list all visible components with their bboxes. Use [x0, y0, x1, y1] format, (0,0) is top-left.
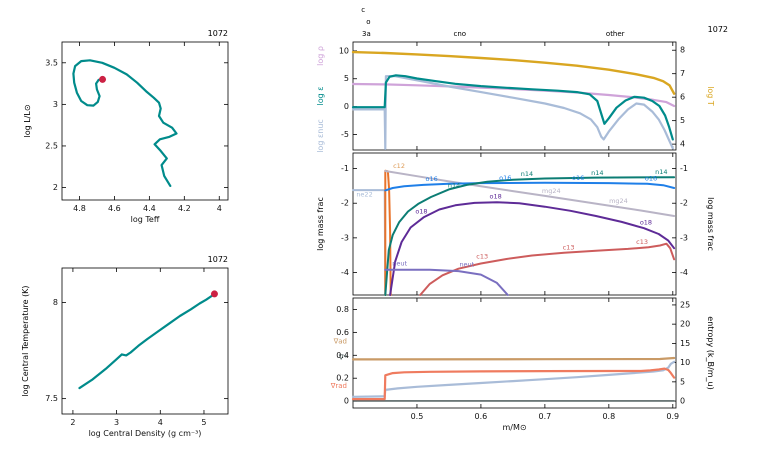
svg-text:5: 5 — [201, 418, 206, 427]
svg-text:25: 25 — [680, 300, 690, 309]
svg-text:0.8: 0.8 — [336, 305, 349, 314]
svg-text:log εnuc: log εnuc — [316, 119, 325, 153]
svg-text:0.4: 0.4 — [336, 351, 349, 360]
svg-text:0: 0 — [344, 397, 349, 406]
svg-text:log ρ: log ρ — [316, 46, 325, 66]
svg-text:20: 20 — [680, 320, 690, 329]
svg-text:4.8: 4.8 — [73, 204, 86, 213]
hr-diagram-chart: 4.8 4.6 4.4 4.2 4 2 2.5 3 3.5 log L/L⊙ log Teff — [23, 41, 229, 224]
svg-text:10: 10 — [339, 46, 349, 55]
power-profile-chart: 10 5 0 -5 8 7 6 5 4 3a cno other co log ρ log ε log εnu… — [316, 6, 715, 153]
svg-text:cno: cno — [454, 30, 467, 38]
svg-text:other: other — [606, 30, 625, 38]
profile-model-number: 1072 — [707, 25, 728, 34]
svg-text:0.5: 0.5 — [411, 412, 424, 421]
svg-text:log mass frac: log mass frac — [316, 197, 325, 251]
svg-text:2: 2 — [70, 418, 75, 427]
gradient-profile-chart: 0.5 0.6 0.7 0.8 0.900.20.40.60.82520151050∇a… — [330, 297, 715, 432]
svg-text:n14: n14 — [521, 170, 533, 178]
svg-text:0: 0 — [680, 397, 685, 406]
svg-text:6: 6 — [680, 93, 685, 102]
svg-text:neut: neut — [392, 260, 407, 268]
svg-text:c13: c13 — [476, 253, 488, 261]
svg-text:-3: -3 — [680, 233, 688, 242]
svg-text:-3: -3 — [341, 233, 349, 242]
svg-text:c12: c12 — [393, 162, 405, 170]
svg-text:-4: -4 — [341, 268, 349, 277]
svg-text:3: 3 — [53, 100, 58, 109]
svg-text:log Teff: log Teff — [131, 215, 160, 224]
svg-text:0.2: 0.2 — [336, 374, 349, 383]
svg-text:5: 5 — [344, 74, 349, 83]
svg-text:-2: -2 — [680, 199, 688, 208]
svg-text:4: 4 — [158, 418, 163, 427]
svg-text:n14: n14 — [655, 168, 667, 176]
svg-text:entropy (k_B/m_u): entropy (k_B/m_u) — [706, 316, 715, 389]
svg-text:0.7: 0.7 — [539, 412, 552, 421]
svg-text:m/M⊙: m/M⊙ — [502, 423, 526, 432]
svg-text:4.2: 4.2 — [178, 204, 191, 213]
svg-text:3: 3 — [114, 418, 119, 427]
svg-text:∇*: ∇* — [338, 354, 348, 362]
svg-text:5: 5 — [680, 377, 685, 386]
svg-text:log Central Temperature (K): log Central Temperature (K) — [21, 285, 30, 396]
svg-text:-5: -5 — [341, 130, 349, 139]
hr-model-number: 1072 — [207, 29, 228, 38]
svg-text:log L/L⊙: log L/L⊙ — [23, 104, 32, 137]
central-trho-chart: 2 3 4 5 7.5 8 log Central Temperature (K) log C… — [21, 267, 229, 438]
svg-text:0.6: 0.6 — [336, 328, 349, 337]
svg-text:c: c — [361, 6, 365, 14]
svg-text:0.9: 0.9 — [666, 412, 679, 421]
svg-text:3.5: 3.5 — [45, 58, 58, 67]
svg-text:o16: o16 — [426, 175, 438, 183]
trho-model-number: 1072 — [207, 255, 228, 264]
svg-text:3a: 3a — [362, 30, 371, 38]
svg-text:4.6: 4.6 — [108, 204, 121, 213]
svg-text:o18: o18 — [490, 193, 502, 201]
svg-text:0: 0 — [344, 102, 349, 111]
svg-text:0.8: 0.8 — [602, 412, 615, 421]
svg-text:7.5: 7.5 — [45, 394, 58, 403]
svg-text:mg24: mg24 — [609, 197, 628, 205]
svg-text:-1: -1 — [680, 164, 688, 173]
svg-text:10: 10 — [680, 358, 690, 367]
svg-text:8: 8 — [680, 46, 685, 55]
svg-text:o16: o16 — [572, 174, 584, 182]
svg-text:o16: o16 — [645, 175, 657, 183]
svg-text:c13: c13 — [563, 243, 575, 251]
svg-text:8: 8 — [53, 298, 58, 307]
svg-text:7: 7 — [680, 69, 685, 78]
svg-text:-4: -4 — [680, 268, 688, 277]
svg-text:5: 5 — [680, 116, 685, 125]
svg-text:log ε: log ε — [316, 86, 325, 105]
svg-text:∇ad: ∇ad — [333, 338, 347, 346]
svg-text:c13: c13 — [636, 238, 648, 246]
abundance-profile-chart: -1 -2 -3 -4 -1 -2 -3 -4 ne22 c12 mg24 mg24 n14 n14 n14… — [316, 152, 715, 296]
svg-text:-1: -1 — [341, 164, 349, 173]
svg-text:log mass frac: log mass frac — [706, 197, 715, 251]
svg-text:n14: n14 — [448, 181, 460, 189]
svg-text:0.6: 0.6 — [475, 412, 488, 421]
svg-text:o18: o18 — [415, 208, 427, 216]
svg-text:-2: -2 — [341, 199, 349, 208]
svg-text:4: 4 — [217, 204, 222, 213]
svg-text:2.5: 2.5 — [45, 141, 58, 150]
svg-text:2: 2 — [53, 183, 58, 192]
svg-text:neut: neut — [459, 260, 474, 268]
svg-text:4.4: 4.4 — [143, 204, 156, 213]
svg-text:o: o — [366, 18, 370, 26]
svg-text:mg24: mg24 — [542, 187, 561, 195]
svg-text:log T: log T — [706, 86, 715, 106]
svg-text:ne22: ne22 — [356, 190, 372, 198]
svg-text:4: 4 — [680, 140, 685, 149]
svg-text:15: 15 — [680, 339, 690, 348]
svg-text:n14: n14 — [591, 169, 603, 177]
svg-text:log Central Density (g cm⁻³): log Central Density (g cm⁻³) — [89, 429, 202, 438]
svg-text:∇rad: ∇rad — [330, 382, 347, 390]
svg-text:o16: o16 — [499, 174, 511, 182]
svg-text:o18: o18 — [640, 219, 652, 227]
